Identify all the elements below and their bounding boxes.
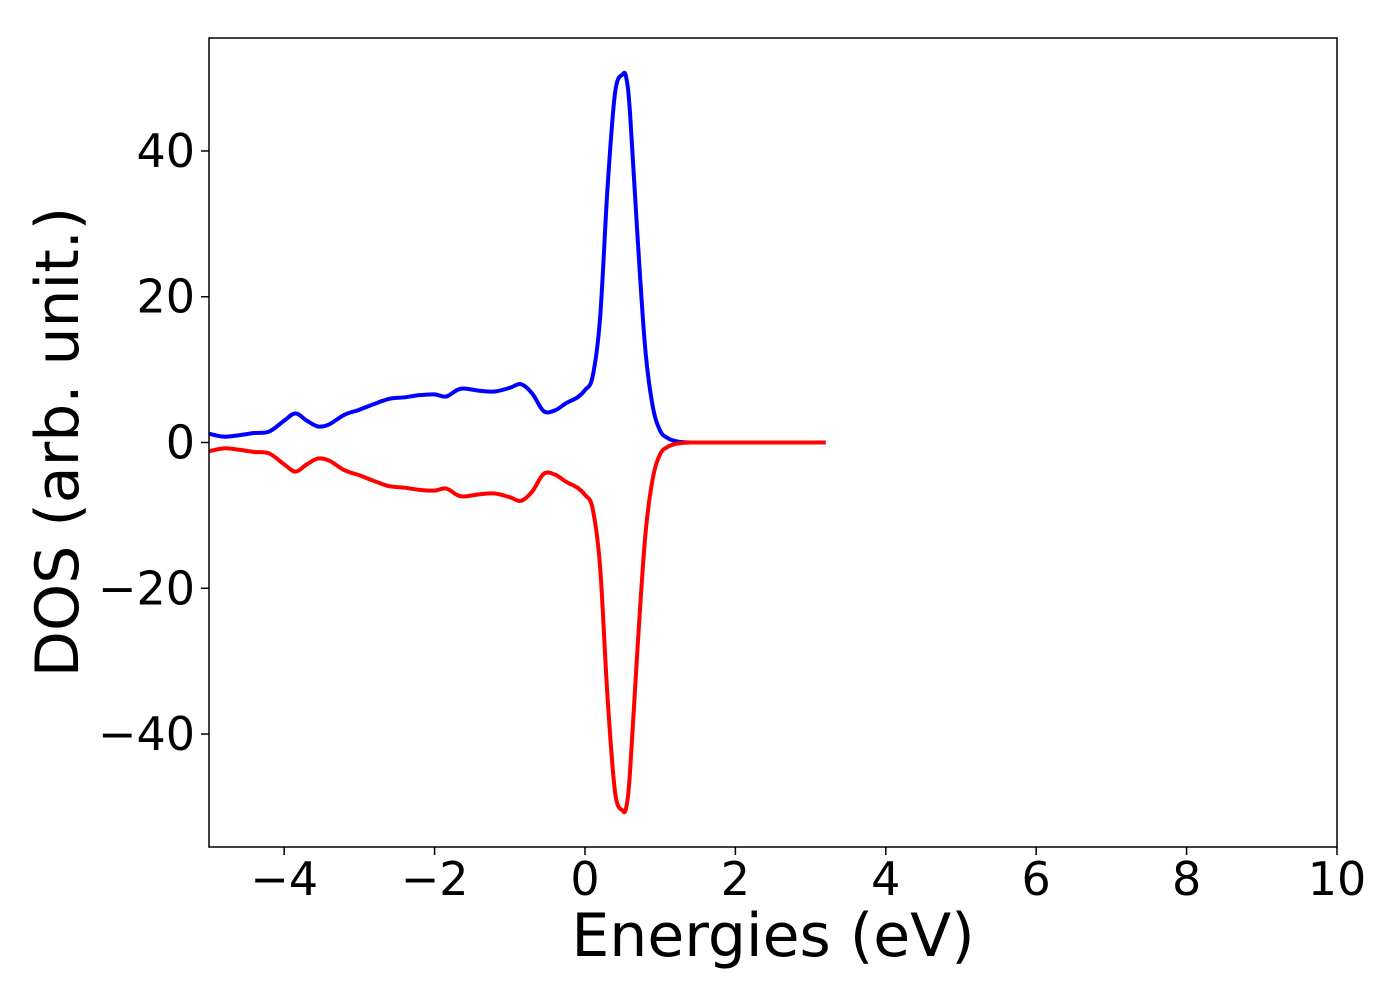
y-axis-label: DOS (arb. unit.) bbox=[23, 207, 93, 677]
y-tick-label: −40 bbox=[98, 707, 195, 761]
x-tick-label: 6 bbox=[1022, 852, 1051, 906]
y-tick-label: 20 bbox=[136, 270, 195, 324]
y-tick-label: 40 bbox=[136, 124, 195, 178]
y-tick-label: 0 bbox=[166, 416, 195, 470]
x-tick-label: 8 bbox=[1172, 852, 1201, 906]
x-tick-label: 2 bbox=[721, 852, 750, 906]
y-tick-label: −20 bbox=[98, 561, 195, 615]
x-tick-label: −4 bbox=[250, 852, 318, 906]
x-axis-label: Energies (eV) bbox=[571, 901, 974, 971]
x-tick-label: −2 bbox=[401, 852, 469, 906]
x-tick-label: 4 bbox=[871, 852, 900, 906]
x-tick-label: 0 bbox=[570, 852, 599, 906]
series-layer bbox=[209, 70, 826, 815]
series-line-spin-up bbox=[209, 70, 826, 445]
series-line-spin-down bbox=[209, 440, 826, 815]
x-tick-label: 10 bbox=[1308, 852, 1367, 906]
